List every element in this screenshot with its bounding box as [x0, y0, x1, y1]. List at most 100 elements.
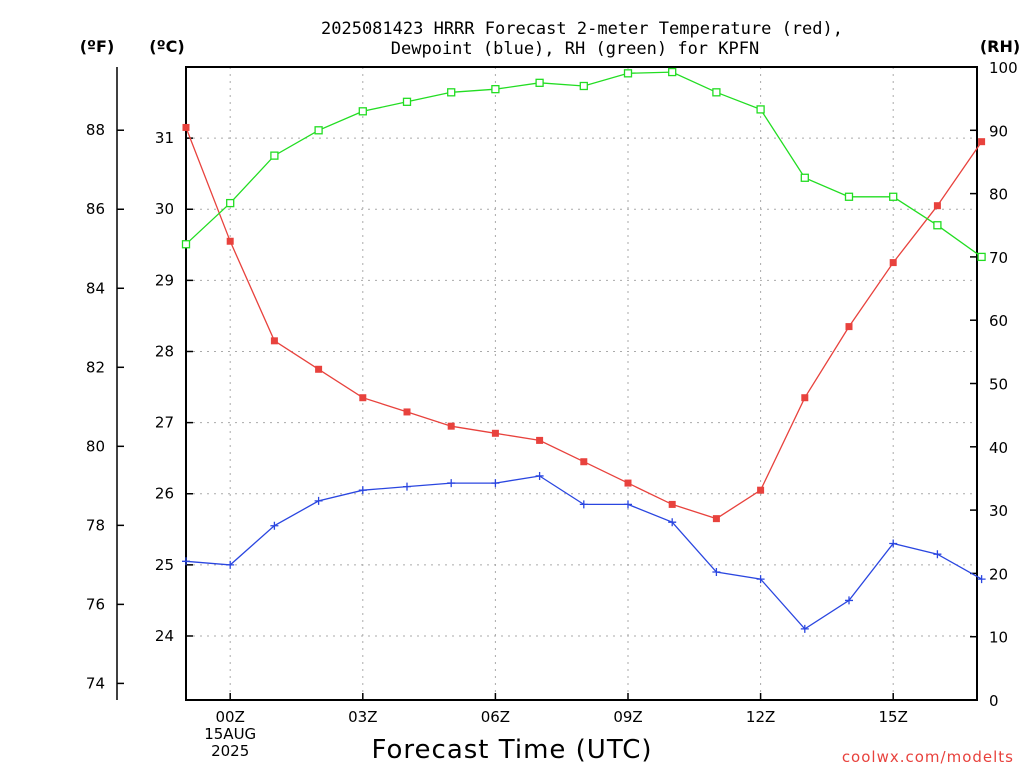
rh-point [181, 240, 191, 249]
rh-point [756, 105, 765, 114]
rh-tick-label: 50 [989, 376, 1008, 394]
temperature-point [447, 422, 455, 430]
temperature-point [624, 479, 632, 487]
chart-title-line-1: 2025081423 HRRR Forecast 2-meter Tempera… [321, 19, 843, 39]
x-tick-label: 12Z [746, 708, 775, 726]
x-tick-label: 09Z [613, 708, 642, 726]
plot-frame [185, 66, 978, 701]
fahrenheit-tick-label: 84 [86, 279, 105, 297]
rh-tick-label: 40 [989, 439, 1008, 457]
dewpoint-point [314, 496, 323, 505]
series-group [181, 67, 986, 633]
rh-tick-label: 0 [989, 692, 999, 710]
dewpoint-line [185, 475, 982, 630]
fahrenheit-tick-label: 76 [86, 595, 105, 613]
temperature-point [580, 458, 588, 466]
x-tick-label: 15Z [879, 708, 908, 726]
rh-point [933, 221, 942, 230]
dewpoint-point [977, 575, 986, 584]
temperature-point [845, 323, 853, 331]
rh-point [402, 97, 412, 106]
fahrenheit-tick-label: 80 [86, 437, 105, 455]
temperature-point [712, 515, 720, 523]
dewpoint-point [270, 521, 279, 530]
temperature-point [491, 429, 499, 437]
dewpoint-point [624, 500, 632, 509]
dewpoint-point [668, 518, 677, 527]
x-tick-label: 15AUG [204, 725, 256, 743]
temperature-point [403, 408, 411, 416]
temperature-point [226, 237, 234, 245]
rh-tick-label: 10 [989, 629, 1008, 647]
rh-point [668, 67, 677, 77]
dewpoint-point [182, 557, 190, 566]
rh-tick-label: 90 [989, 122, 1008, 140]
chart-title-line-2: Dewpoint (blue), RH (green) for KPFN [391, 39, 759, 59]
rh-point [314, 126, 323, 135]
rh-line [185, 71, 982, 258]
temperature-point [536, 436, 544, 444]
temperature-point [933, 202, 941, 210]
rh-tick-label: 100 [989, 59, 1018, 77]
x-tick-label: 00Z [216, 708, 245, 726]
fahrenheit-tick-label: 86 [86, 200, 105, 218]
temperature-point [315, 365, 323, 373]
rh-point [535, 78, 544, 87]
fahrenheit-tick-label: 82 [86, 358, 105, 376]
rh-point [579, 81, 588, 91]
celsius-tick-label: 24 [155, 627, 174, 645]
temperature-point [889, 259, 897, 267]
rh-point [844, 192, 854, 201]
x-tick-label: 03Z [348, 708, 377, 726]
rh-point [623, 69, 633, 78]
x-tick-label: 06Z [481, 708, 510, 726]
celsius-tick-label: 27 [155, 414, 174, 432]
axes [116, 66, 978, 701]
temperature-point [182, 123, 190, 131]
dewpoint-point [845, 596, 853, 605]
tick-labels: 74 76 78 80 82 84 86 88 24 25 26 27 28 29 30 31 0 10 20 30 4… [86, 59, 1018, 760]
dewpoint-point [535, 471, 544, 480]
rh-point [889, 192, 898, 201]
fahrenheit-unit-label: (ºF) [80, 37, 115, 56]
x-axis-label: Forecast Time (UTC) [371, 735, 652, 765]
temperature-point [359, 394, 367, 402]
celsius-tick-label: 26 [155, 485, 174, 503]
rh-point [226, 198, 235, 208]
credit-label: coolwx.com/modelts [842, 748, 1014, 766]
gridlines [186, 67, 977, 700]
dewpoint-point [358, 486, 367, 495]
fahrenheit-tick-label: 88 [86, 121, 105, 139]
dewpoint-point [447, 479, 456, 488]
dewpoint-point [403, 482, 411, 491]
rh-tick-label: 30 [989, 502, 1008, 520]
rh-tick-label: 80 [989, 186, 1008, 204]
dewpoint-point [933, 550, 942, 559]
temperature-point [757, 486, 765, 494]
temperature-point [801, 394, 809, 402]
celsius-tick-label: 31 [155, 129, 174, 147]
celsius-tick-label: 30 [155, 200, 174, 218]
temperature-point [978, 138, 986, 146]
celsius-tick-label: 25 [155, 556, 174, 574]
rh-tick-label: 70 [989, 249, 1008, 267]
celsius-tick-label: 29 [155, 271, 174, 289]
rh-point [491, 85, 500, 94]
dewpoint-point [712, 567, 721, 576]
temperature-point [668, 500, 676, 508]
rh-point [358, 107, 367, 116]
dewpoint-point [491, 479, 500, 488]
celsius-tick-label: 28 [155, 342, 174, 360]
rh-point [800, 173, 809, 182]
fahrenheit-tick-label: 74 [86, 674, 105, 692]
temperature-point [270, 337, 278, 345]
rh-tick-label: 20 [989, 565, 1008, 583]
rh-point [977, 252, 986, 262]
dewpoint-point [800, 624, 809, 633]
celsius-unit-label: (ºC) [149, 37, 184, 56]
rh-point [712, 88, 721, 97]
rh-tick-label: 60 [989, 312, 1008, 330]
dewpoint-point [226, 560, 235, 569]
fahrenheit-tick-label: 78 [86, 516, 105, 534]
